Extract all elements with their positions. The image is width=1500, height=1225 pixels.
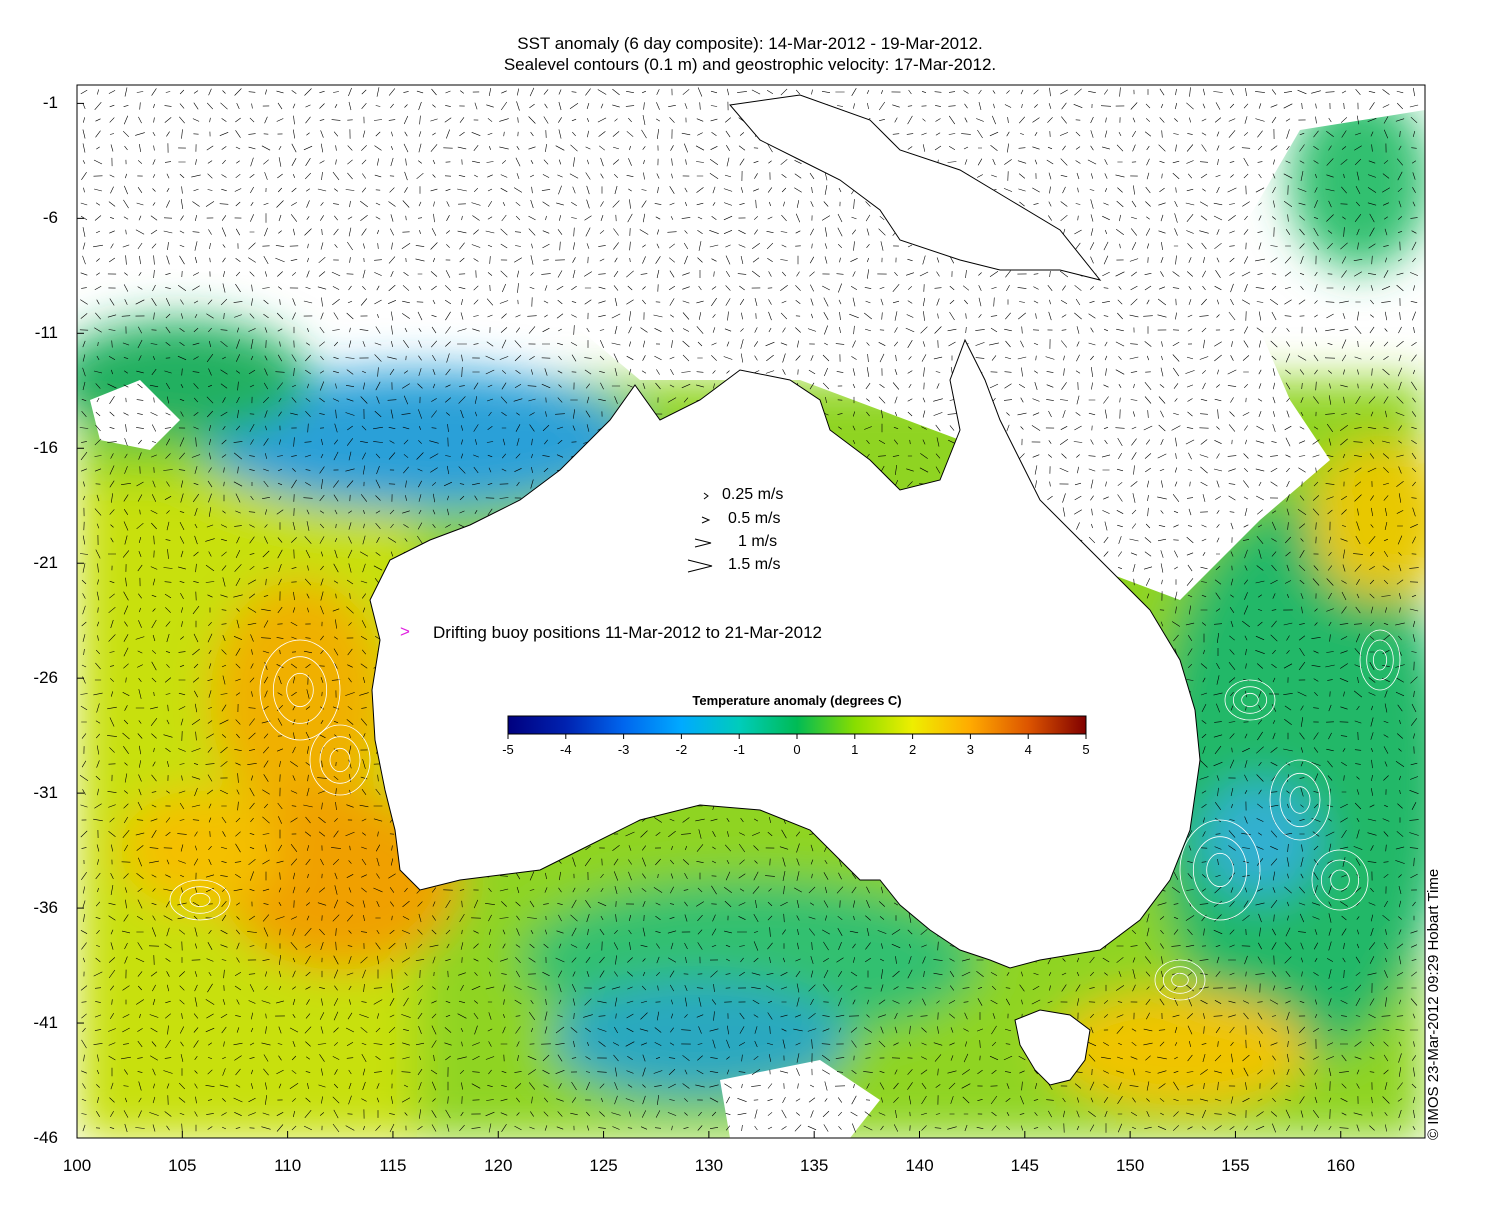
velocity-arrow-0.5 xyxy=(701,516,711,524)
sealevel-contour xyxy=(1320,859,1360,901)
sealevel-contour xyxy=(179,886,221,914)
x-tick-label: 100 xyxy=(62,1156,92,1175)
colorbar-tick-label: -4 xyxy=(560,742,572,757)
velocity-arrow-1.5 xyxy=(687,559,713,573)
y-tick-label: -1 xyxy=(42,93,58,113)
colorbar-tick-marks xyxy=(507,734,1087,739)
colorbar-tick-label: 5 xyxy=(1082,742,1090,757)
sealevel-contour xyxy=(1241,692,1259,708)
colorbar-tick-label: -3 xyxy=(617,742,630,757)
y-tick-label: -46 xyxy=(33,1128,58,1147)
sealevel-contour xyxy=(1192,836,1248,904)
sealevel-contour xyxy=(1171,972,1189,988)
plot-frame xyxy=(76,84,1426,1139)
colorbar-title: Temperature anomaly (degrees C) xyxy=(692,693,902,708)
colorbar-tick-label: 3 xyxy=(966,742,974,757)
x-tick-label: 130 xyxy=(694,1156,724,1175)
x-tick-label: 140 xyxy=(905,1156,934,1175)
sealevel-contour xyxy=(1289,786,1311,814)
map-title-line2: Sealevel contours (0.1 m) and geostrophi… xyxy=(503,55,997,74)
sealevel-contour xyxy=(272,656,328,724)
tasmania-landmass xyxy=(1014,1009,1091,1086)
colorbar-tick-label: 1 xyxy=(851,742,859,757)
velocity-legend-label-0.25: 0.25 m/s xyxy=(722,486,784,503)
sealevel-contour xyxy=(189,892,211,908)
sealevel-contour xyxy=(1206,852,1234,888)
y-tick-label: -36 xyxy=(33,898,58,918)
colorbar-tick-label: -5 xyxy=(502,742,514,757)
velocity-legend-arrows xyxy=(687,492,713,573)
colorbar-tick-label: 0 xyxy=(793,742,801,757)
sealevel-contour xyxy=(1269,759,1331,841)
sealevel-contour xyxy=(286,672,314,708)
sealevel-contour xyxy=(329,747,351,773)
sealevel-contour xyxy=(1154,959,1206,1001)
y-tick-label: -26 xyxy=(33,668,58,688)
velocity-legend-label-1: 1 m/s xyxy=(738,533,778,550)
map-plot-area xyxy=(77,85,1425,1138)
sealevel-contour xyxy=(1359,629,1401,691)
y-tick-label: -6 xyxy=(42,208,58,228)
sealevel-contour xyxy=(1330,869,1350,891)
buoy-legend-label: Drifting buoy positions 11-Mar-2012 to 2… xyxy=(433,623,822,642)
sealevel-contour xyxy=(1279,772,1321,828)
y-tick-label: -31 xyxy=(33,783,58,803)
velocity-arrow-1 xyxy=(694,538,712,548)
y-tick-label: -21 xyxy=(33,553,58,573)
x-tick-label: 110 xyxy=(274,1156,302,1175)
y-tick-label: -16 xyxy=(33,438,58,458)
sealevel-contour xyxy=(319,736,361,784)
sealevel-contour xyxy=(1232,686,1268,714)
sealevel-contour xyxy=(1366,639,1394,681)
velocity-legend-label-1.5: 1.5 m/s xyxy=(728,556,781,573)
y-tick-label: -41 xyxy=(33,1013,58,1033)
imos-credit: © IMOS 23-Mar-2012 09:29 Hobart Time xyxy=(1425,868,1442,1140)
new-guinea-landmass xyxy=(729,94,1102,281)
x-tick-label: 105 xyxy=(168,1156,197,1175)
velocity-arrow-0.25 xyxy=(703,492,709,500)
map-title-line1: SST anomaly (6 day composite): 14-Mar-20… xyxy=(517,34,983,53)
x-tick-label: 120 xyxy=(484,1156,513,1175)
x-tick-label: 125 xyxy=(589,1156,618,1175)
sealevel-contour xyxy=(259,639,341,741)
sealevel-contour xyxy=(1179,819,1261,921)
sealevel-contour xyxy=(1224,679,1276,721)
x-tick-label: 160 xyxy=(1326,1156,1355,1175)
x-tick-label: 150 xyxy=(1115,1156,1145,1175)
sealevel-contour xyxy=(169,879,231,921)
sealevel-contour xyxy=(309,724,371,796)
x-tick-label: 145 xyxy=(1010,1156,1039,1175)
colorbar-tick-label: -2 xyxy=(675,742,688,757)
colorbar xyxy=(507,715,1087,735)
sealevel-contour xyxy=(1311,849,1369,911)
colorbar-tick-label: 4 xyxy=(1024,742,1032,757)
buoy-marker-icon: > xyxy=(400,622,410,641)
colorbar-tick-label: 2 xyxy=(908,742,917,757)
colorbar-tick-label: -1 xyxy=(733,742,745,757)
x-tick-label: 155 xyxy=(1221,1156,1250,1175)
no-data-region xyxy=(77,85,1425,600)
sealevel-contour xyxy=(1372,649,1388,671)
velocity-legend-label-0.5: 0.5 m/s xyxy=(728,510,781,527)
x-tick-label: 135 xyxy=(800,1156,829,1175)
y-tick-label: -11 xyxy=(34,323,58,343)
x-tick-label: 115 xyxy=(379,1156,407,1175)
sealevel-contour xyxy=(1162,966,1198,994)
australia-landmass xyxy=(369,338,1201,969)
sealevel-contours xyxy=(169,629,1401,1001)
